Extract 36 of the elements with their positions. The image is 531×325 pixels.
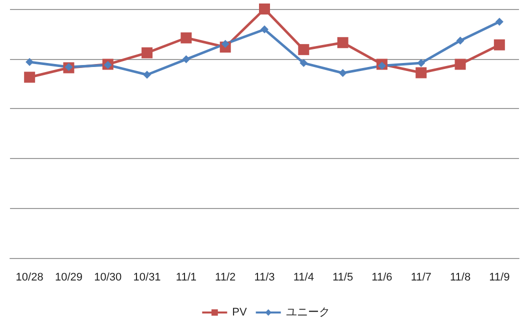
point xyxy=(337,37,348,48)
x-tick-label: 11/5 xyxy=(332,272,354,284)
x-tick-label: 11/8 xyxy=(450,272,471,284)
x-tick-label: 11/6 xyxy=(372,272,392,284)
legend-label: ユニーク xyxy=(286,306,330,318)
point xyxy=(417,59,426,68)
point xyxy=(416,67,427,78)
x-tick-label: 11/7 xyxy=(410,272,432,284)
point xyxy=(180,32,192,44)
point xyxy=(456,36,464,45)
x-tick-label: 10/31 xyxy=(133,272,161,284)
point xyxy=(104,61,112,70)
point xyxy=(26,58,34,66)
x-tick-label: 11/2 xyxy=(215,272,236,284)
point xyxy=(142,47,153,58)
point xyxy=(494,39,505,50)
x-tick-label: 11/9 xyxy=(489,272,510,284)
point xyxy=(495,18,504,26)
x-tick-label: 11/1 xyxy=(176,272,196,284)
point xyxy=(338,68,347,77)
legend-label: PV xyxy=(232,306,248,318)
point xyxy=(221,40,230,48)
point xyxy=(24,72,36,83)
point xyxy=(182,55,190,64)
point xyxy=(298,44,310,56)
point xyxy=(260,25,268,34)
x-tick-label: 11/4 xyxy=(293,272,314,284)
point xyxy=(300,59,308,68)
x-tick-label: 11/3 xyxy=(254,272,275,284)
point xyxy=(259,4,270,14)
x-tick-label: 10/28 xyxy=(16,272,44,284)
x-tick-label: 10/29 xyxy=(54,272,82,284)
point xyxy=(143,70,152,79)
point xyxy=(454,58,466,70)
point xyxy=(378,62,386,70)
x-tick-label: 10/30 xyxy=(94,272,122,284)
